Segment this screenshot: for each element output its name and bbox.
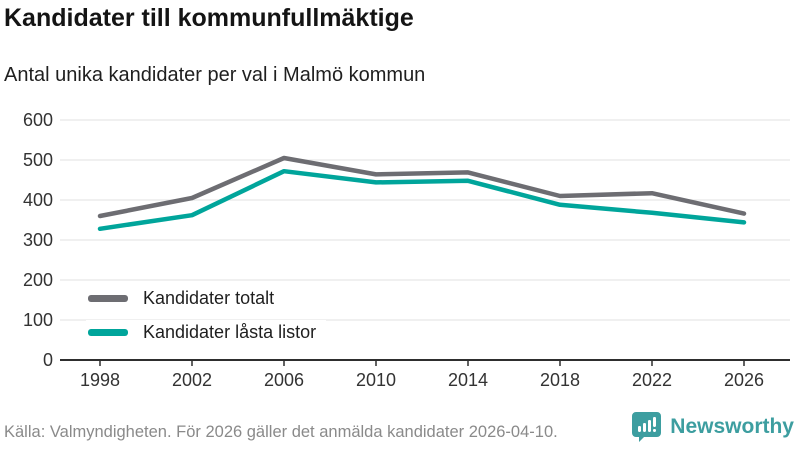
page-title: Kandidater till kommunfullmäktige xyxy=(4,4,414,32)
svg-text:2010: 2010 xyxy=(356,370,396,390)
svg-text:2014: 2014 xyxy=(448,370,488,390)
svg-text:2006: 2006 xyxy=(264,370,304,390)
page-subtitle: Antal unika kandidater per val i Malmö k… xyxy=(4,64,426,86)
newsworthy-logo-icon xyxy=(632,412,662,442)
newsworthy-logo: Newsworthy xyxy=(631,411,794,442)
newsworthy-logo-text: Newsworthy xyxy=(670,414,794,438)
svg-text:2018: 2018 xyxy=(540,370,580,390)
legend-swatch-locked xyxy=(88,329,128,336)
svg-text:300: 300 xyxy=(23,230,53,250)
svg-text:600: 600 xyxy=(23,110,53,130)
legend-label: Kandidater totalt xyxy=(143,288,275,308)
series-line-locked xyxy=(97,168,747,232)
legend-swatch-total xyxy=(88,295,128,302)
chart-gridlines xyxy=(60,119,790,321)
chart-x-axis-labels: 1998 2002 2006 2010 2014 2018 2022 2026 xyxy=(80,370,764,390)
svg-text:1998: 1998 xyxy=(80,370,120,390)
source-note: Källa: Valmyndigheten. För 2026 gäller d… xyxy=(4,423,558,441)
svg-text:100: 100 xyxy=(23,310,53,330)
svg-text:2026: 2026 xyxy=(724,370,764,390)
series-line-total xyxy=(97,155,747,219)
chart-y-axis-labels: 0 100 200 300 400 500 600 xyxy=(23,110,53,370)
legend-item-total: Kandidater totalt xyxy=(86,286,327,311)
legend-label: Kandidater låsta listor xyxy=(143,322,317,342)
chart-series-lines xyxy=(97,155,747,232)
chart-x-axis xyxy=(60,359,790,366)
chart-legend: Kandidater totalt Kandidater låsta listor xyxy=(86,286,327,345)
svg-text:200: 200 xyxy=(23,270,53,290)
svg-text:2002: 2002 xyxy=(172,370,212,390)
svg-text:400: 400 xyxy=(23,190,53,210)
legend-item-locked: Kandidater låsta listor xyxy=(86,320,327,345)
svg-text:2022: 2022 xyxy=(632,370,672,390)
line-chart: 0 100 200 300 400 500 600 1998 2002 2006 2010 2014… xyxy=(23,110,790,390)
svg-text:500: 500 xyxy=(23,150,53,170)
svg-text:0: 0 xyxy=(43,350,53,370)
